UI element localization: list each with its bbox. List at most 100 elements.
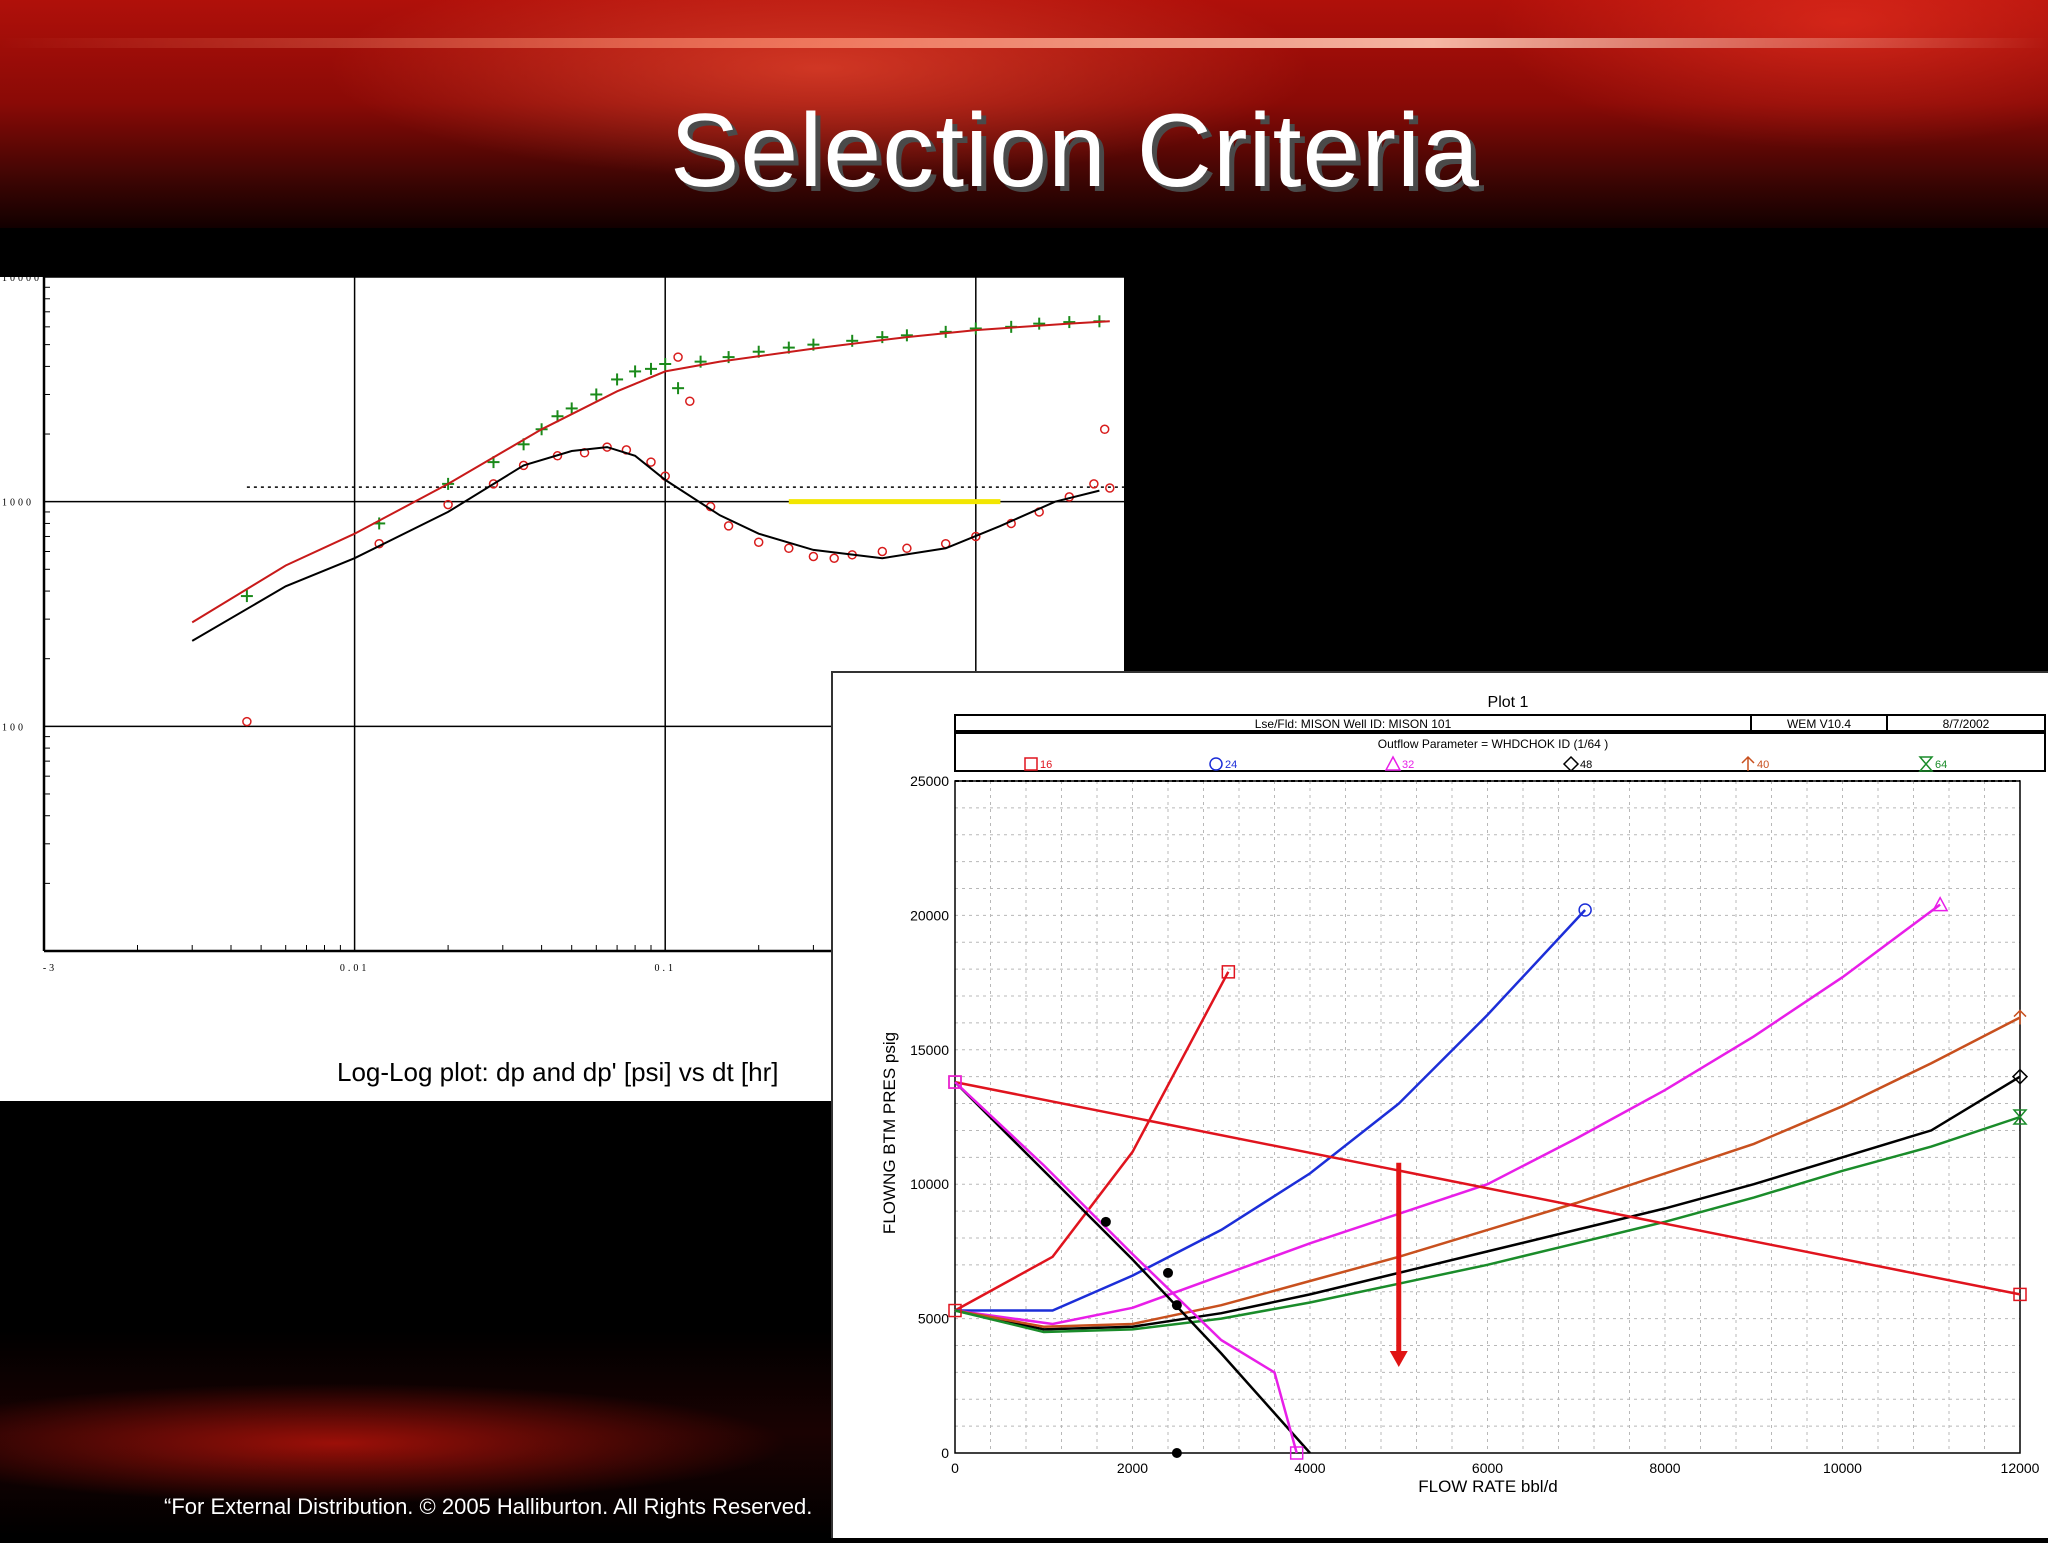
outflow-curve-40 [954, 1016, 2021, 1328]
x-tick-label: -3 [43, 963, 57, 974]
legend-marker [1384, 755, 1402, 771]
ipr-y-tick-label: 15000 [910, 1042, 949, 1058]
legend-label: 24 [1225, 759, 1237, 771]
derivative-data-point [646, 457, 656, 467]
ipr-x-tick-label: 12000 [2001, 1460, 2040, 1476]
legend-label: 40 [1757, 759, 1769, 771]
derivative-data-point [971, 531, 981, 542]
ipr-chart-panel: Plot 1 Lse/Fld: MISON Well ID: MISON 101… [831, 671, 2048, 1538]
operating-point [1100, 1216, 1111, 1227]
pressure-model-line [191, 320, 1110, 624]
outflow-end-marker-32 [1931, 896, 1949, 912]
y-tick-label: 10000 [2, 277, 42, 284]
inflow-curve [954, 1080, 2021, 1296]
derivative-data-point [685, 396, 695, 406]
outflow-curve-48 [954, 1075, 2021, 1331]
outflow-end-marker-40 [2013, 1009, 2027, 1025]
pressure-data-point [240, 590, 253, 603]
legend-label: 48 [1580, 759, 1592, 771]
derivative-data-point [829, 553, 839, 563]
footer-copyright: “For External Distribution. © 2005 Halli… [164, 1494, 813, 1519]
pressure-data-point [1063, 316, 1076, 329]
legend-marker [1562, 755, 1580, 773]
header-date: 8/7/2002 [1943, 717, 1990, 731]
legend-entry-64: 64 [1918, 756, 1947, 772]
derivative-data-point [753, 537, 764, 547]
ipr-x-tick-label: 4000 [1294, 1460, 1325, 1476]
legend-label: 64 [1935, 759, 1947, 771]
legend-label: 32 [1402, 759, 1414, 771]
loglog-caption: Log-Log plot: dp and dp' [psi] vs dt [hr… [337, 1057, 778, 1087]
outflow-end-marker-16 [1221, 965, 1236, 979]
pressure-data-point [629, 365, 642, 378]
ipr-x-tick-label: 6000 [1472, 1460, 1503, 1476]
derivative-data-point [784, 543, 794, 554]
derivative-model-line [191, 446, 1100, 642]
pressure-data-point [900, 329, 913, 342]
derivative-data-point [1089, 479, 1099, 489]
legend-entry-16: 16 [1024, 757, 1052, 771]
loglog-marks [191, 315, 1124, 727]
legend-label: 16 [1040, 759, 1052, 771]
derivative-data-point [723, 521, 734, 531]
legend-entry-40: 40 [1741, 755, 1769, 771]
pressure-data-point [644, 362, 657, 375]
header-box [954, 714, 2046, 732]
operating-point [1163, 1267, 1173, 1278]
legend-marker [1741, 755, 1755, 771]
ipr-y-axis-label: FLOWNG BTM PRES psig [880, 1032, 899, 1234]
outflow-curve-32 [954, 903, 1941, 1326]
legend-title: Outflow Parameter = WHDCHOK ID (1/64 ) [1378, 737, 1608, 751]
y-tick-label: 100 [2, 722, 26, 733]
inflow-end-marker [1289, 1446, 1304, 1460]
ipr-x-tick-label: 10000 [1823, 1460, 1862, 1476]
ipr-chart: Plot 1 Lse/Fld: MISON Well ID: MISON 101… [880, 694, 2046, 1496]
operating-point [1171, 1448, 1182, 1458]
pressure-data-point [590, 388, 603, 401]
outflow-end-marker-64 [2012, 1109, 2028, 1125]
derivative-data-point [1105, 483, 1115, 493]
decline-arrow-head [1389, 1350, 1408, 1367]
x-tick-label: 0.01 [340, 963, 370, 974]
pressure-data-point [969, 322, 982, 335]
ipr-chart-title: Plot 1 [1488, 694, 1529, 711]
title-banner [0, 0, 2048, 228]
inflow-end-marker [2013, 1287, 2027, 1302]
ipr-x-tick-label: 0 [951, 1460, 959, 1476]
derivative-data-point [518, 460, 529, 471]
outflow-start-marker [948, 1303, 962, 1318]
outflow-end-marker-24 [1578, 903, 1592, 917]
ipr-y-tick-label: 25000 [910, 773, 949, 789]
ipr-y-tick-label: 20000 [910, 907, 949, 923]
outflow-curve-24 [955, 909, 1587, 1312]
legend-box [954, 732, 2046, 772]
derivative-data-point [808, 551, 819, 562]
banner-streak [0, 38, 2048, 48]
legend-entry-48: 48 [1562, 755, 1592, 773]
ipr-y-tick-label: 5000 [918, 1311, 949, 1327]
derivative-data-point [242, 716, 252, 727]
pressure-data-point [672, 382, 685, 395]
outflow-curve-16 [954, 971, 1230, 1312]
ipr-tick-labels: 0 2000 4000 6000 8000 10000 12000 0 5000 10000 150… [910, 773, 2040, 1476]
derivative-data-point [488, 479, 499, 489]
ipr-y-tick-label: 0 [941, 1445, 949, 1461]
operating-point [1171, 1300, 1182, 1311]
y-tick-label: 1000 [2, 498, 34, 509]
outflow-curve-64 [954, 1115, 2021, 1334]
x-tick-label: 0.1 [654, 963, 676, 974]
legend-marker [1024, 757, 1038, 771]
slide-title: Selection Criteria [670, 93, 1480, 209]
pressure-data-point [659, 357, 672, 370]
outflow-end-marker-48 [2011, 1068, 2029, 1085]
derivative-data-point [673, 352, 683, 362]
ipr-x-tick-label: 2000 [1117, 1460, 1148, 1476]
derivative-data-point [902, 543, 912, 554]
header-well-id: Lse/Fld: MISON Well ID: MISON 101 [1255, 717, 1452, 731]
legend-entry-32: 32 [1384, 755, 1414, 771]
pressure-data-point [611, 373, 624, 386]
inflow-curve [954, 1081, 1298, 1454]
ipr-marks [948, 896, 2029, 1460]
ipr-grid [954, 780, 2021, 1454]
inflow-curve [954, 1081, 1311, 1454]
